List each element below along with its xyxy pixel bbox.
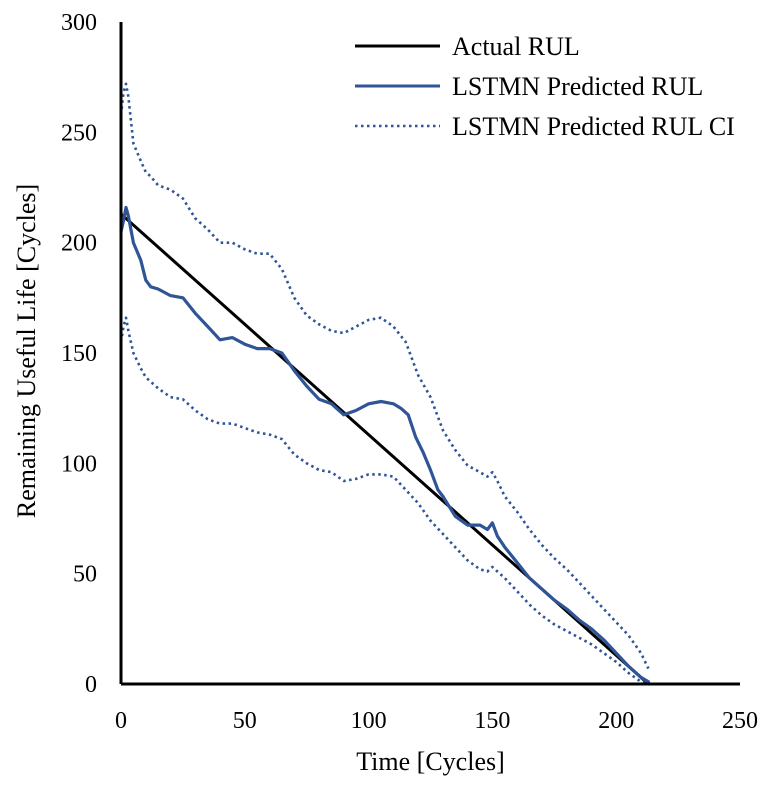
x-tick-label: 150 [474, 708, 510, 734]
y-axis-title: Remaining Useful Life [Cycles] [12, 184, 41, 518]
y-tick-label: 50 [73, 562, 97, 588]
x-axis-title: Time [Cycles] [356, 747, 505, 776]
series-line-predicted-rul [119, 205, 651, 684]
axes [119, 22, 740, 686]
x-tick-label: 50 [233, 708, 257, 734]
series-line-ci-upper [119, 82, 650, 670]
series-line-actual-rul [119, 212, 650, 686]
x-tick-label: 200 [598, 708, 634, 734]
y-tick-labels: 0 50 100 150 200 250 300 [61, 10, 97, 698]
legend-label: Actual RUL [452, 32, 580, 61]
x-tick-label: 100 [351, 708, 387, 734]
legend-label: LSTMN Predicted RUL CI [452, 112, 735, 141]
y-tick-label: 0 [85, 672, 97, 698]
legend: Actual RUL LSTMN Predicted RUL LSTMN Predi… [355, 32, 735, 141]
y-tick-label: 150 [61, 341, 97, 367]
legend-label: LSTMN Predicted RUL [452, 72, 703, 101]
plot-lines [119, 82, 651, 686]
series-line-ci-lower [119, 316, 649, 686]
x-tick-label: 0 [115, 708, 127, 734]
x-tick-labels: 0 50 100 150 200 250 [115, 708, 758, 734]
y-tick-label: 300 [61, 10, 97, 36]
x-tick-label: 250 [722, 708, 758, 734]
y-tick-label: 100 [61, 451, 97, 477]
y-tick-label: 200 [61, 231, 97, 257]
y-tick-label: 250 [61, 120, 97, 146]
